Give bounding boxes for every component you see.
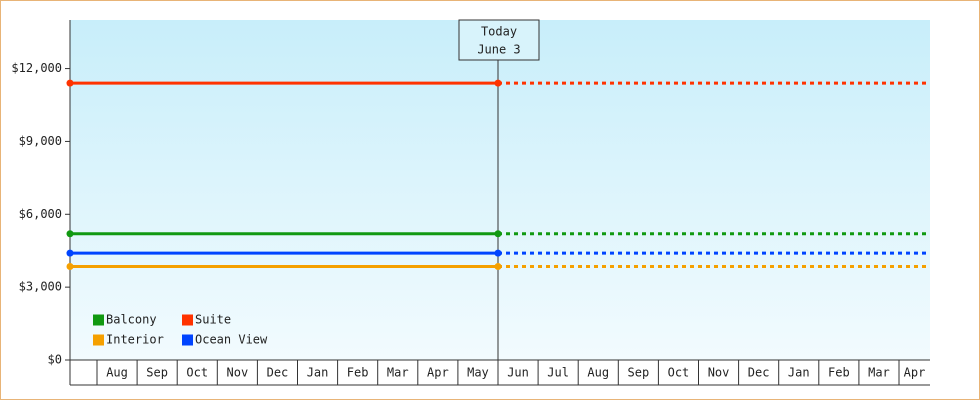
x-tick-label: Aug (587, 366, 609, 380)
y-tick-label: $0 (48, 353, 62, 367)
x-tick-label: Sep (628, 366, 650, 380)
x-tick-label: May (467, 366, 489, 380)
x-tick-label: Jun (507, 366, 529, 380)
x-tick-label: Apr (427, 366, 449, 380)
x-tick-label: Jan (788, 366, 810, 380)
x-tick-label: Mar (387, 366, 409, 380)
legend-label: Interior (106, 333, 164, 347)
y-tick-label: $12,000 (11, 61, 62, 75)
x-tick-label: Mar (868, 366, 890, 380)
x-tick-label: Feb (828, 366, 850, 380)
price-point (494, 230, 502, 238)
plot-area (70, 20, 930, 360)
x-tick-label: Sep (146, 366, 168, 380)
price-point (494, 249, 502, 257)
x-tick-label: Feb (347, 366, 369, 380)
legend-swatch (93, 334, 104, 346)
today-box (458, 19, 540, 61)
legend-label: Balcony (106, 313, 157, 327)
x-tick-label: Nov (708, 366, 730, 380)
y-tick-label: $6,000 (19, 207, 62, 221)
x-tick-label: Jul (547, 366, 569, 380)
x-tick-label: Oct (668, 366, 690, 380)
price-point (66, 79, 74, 87)
x-tick-label: Oct (186, 366, 208, 380)
price-point (66, 230, 74, 238)
price-point (494, 79, 502, 87)
price-point (494, 263, 502, 270)
x-tick-label: Jan (307, 366, 329, 380)
price-point (66, 263, 74, 270)
x-tick-label: Aug (106, 366, 128, 380)
x-tick-label: Apr (904, 366, 926, 380)
legend-swatch (93, 314, 104, 326)
x-tick-label: Dec (748, 366, 770, 380)
legend-swatch (182, 334, 193, 346)
x-tick-label: Nov (227, 366, 249, 380)
y-tick-label: $9,000 (19, 134, 62, 148)
price-point (66, 249, 74, 257)
x-tick-label: Dec (267, 366, 289, 380)
today-date: June 3 (477, 43, 520, 57)
today-title: Today (481, 25, 517, 39)
legend-label: Ocean View (195, 333, 268, 347)
legend-swatch (182, 314, 193, 326)
legend-label: Suite (195, 313, 231, 327)
y-tick-label: $3,000 (19, 280, 62, 294)
